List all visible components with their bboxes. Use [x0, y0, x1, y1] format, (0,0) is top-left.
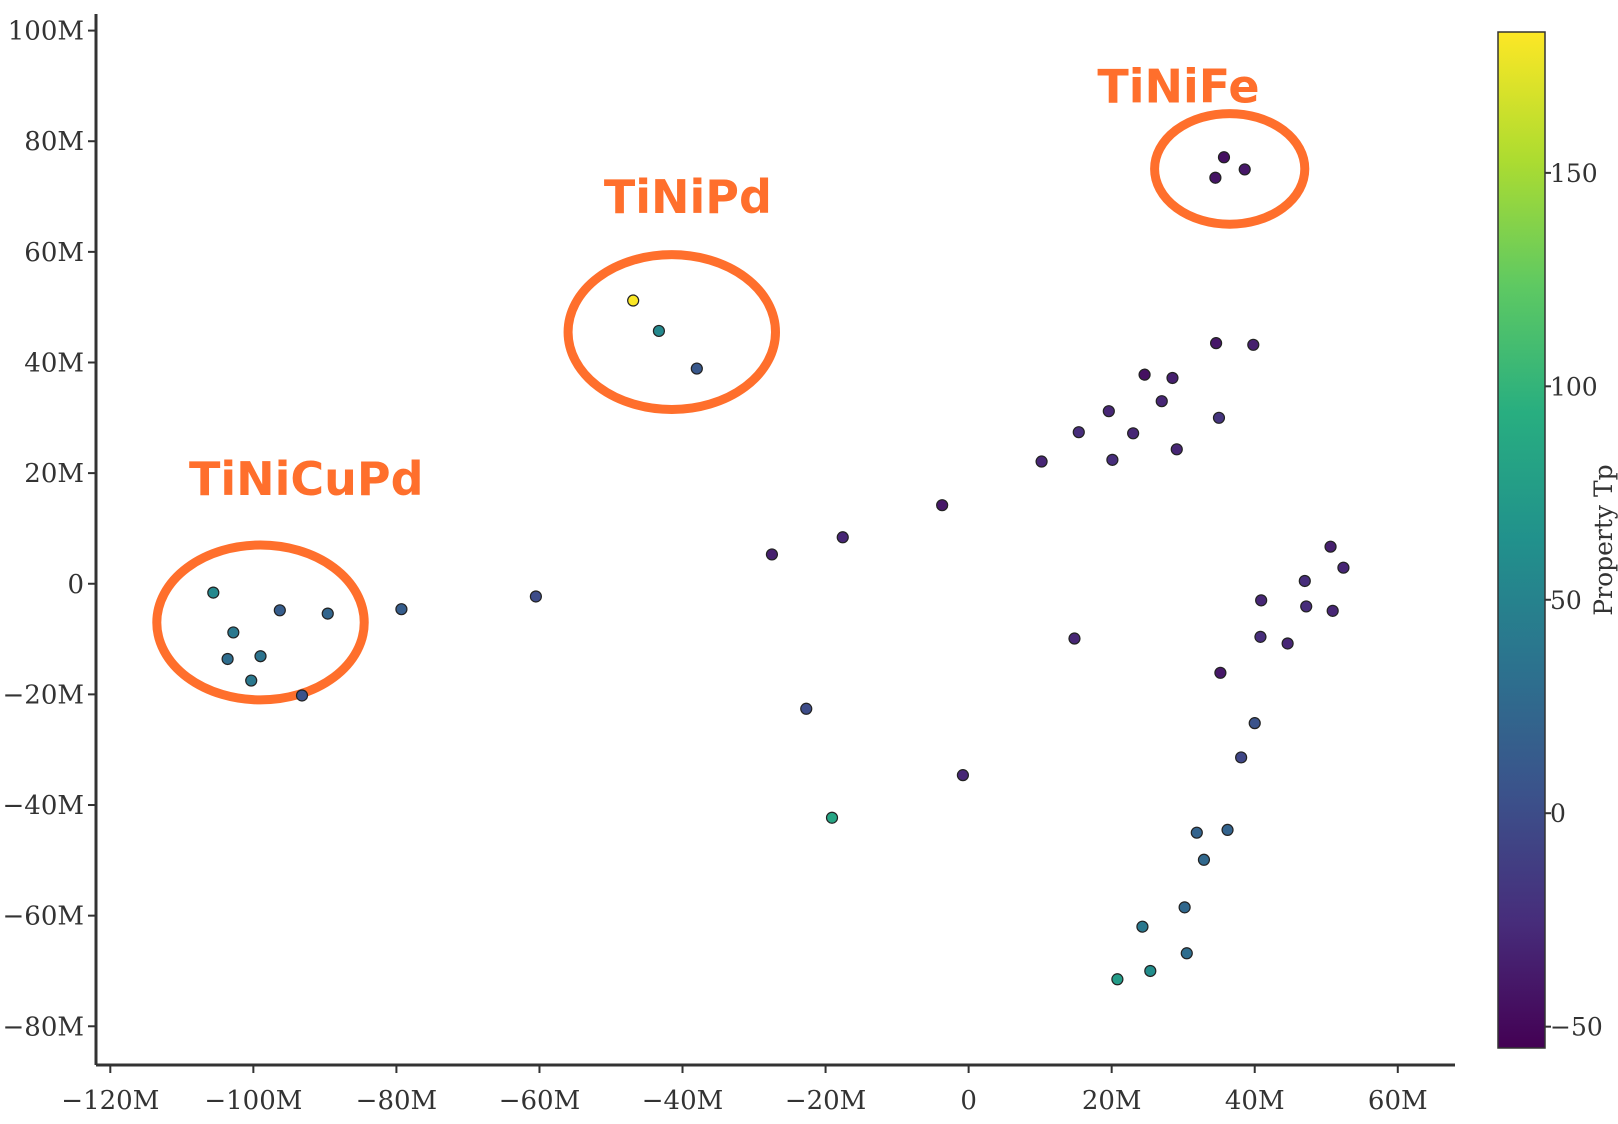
data-point — [221, 652, 234, 666]
x-tick-label: −20M — [785, 1086, 867, 1116]
x-axis-ticks: −120M −100M −80M −60M −40M −20M 0 20M 40M 60M — [61, 1065, 1428, 1116]
y-tick-label: −80M — [3, 1012, 85, 1042]
data-point — [207, 586, 220, 599]
data-point — [1144, 964, 1157, 978]
data-point — [1212, 411, 1226, 424]
data-point — [1155, 395, 1168, 408]
x-tick-label: −120M — [61, 1086, 159, 1116]
data-point — [1235, 751, 1248, 764]
data-point — [1068, 632, 1081, 645]
data-point — [1166, 371, 1179, 385]
cluster-annotations: TiNiFe TiNiPd TiNiCuPd — [152, 60, 1310, 705]
data-point — [800, 702, 813, 715]
y-tick-label: −40M — [3, 791, 85, 821]
y-tick-label: −60M — [3, 902, 85, 932]
data-point — [1248, 717, 1261, 730]
data-point — [395, 603, 408, 616]
data-point — [1197, 853, 1211, 866]
data-point — [1300, 600, 1313, 613]
data-point — [627, 294, 640, 307]
y-axis-ticks: 100M 80M 60M 40M 20M 0 −20M −40M −60M −80M — [3, 17, 96, 1042]
data-point — [1111, 973, 1124, 986]
x-tick-label: 0 — [960, 1086, 977, 1116]
data-point — [1178, 901, 1191, 914]
cluster-label: TiNiFe — [1097, 60, 1259, 114]
colorbar-tick-label: −50 — [1550, 1013, 1603, 1042]
cluster-ellipse — [1150, 109, 1310, 229]
data-point — [1136, 920, 1149, 933]
y-tick-label: −20M — [3, 680, 85, 710]
colorbar-tick-label: 100 — [1550, 372, 1598, 401]
y-tick-label: 0 — [67, 570, 84, 600]
y-tick-label: 20M — [24, 459, 84, 489]
data-point — [1221, 823, 1234, 837]
colorbar-title: Property Tp — [1589, 464, 1618, 615]
data-point — [1214, 666, 1227, 679]
colorbar-gradient — [1497, 31, 1546, 1049]
data-point — [836, 531, 849, 544]
data-point — [1324, 540, 1337, 553]
data-point — [1210, 337, 1223, 350]
data-point — [1238, 163, 1251, 176]
data-point — [1035, 455, 1048, 468]
y-tick-label: 40M — [24, 348, 84, 378]
data-point — [1337, 561, 1350, 574]
cluster-ellipse — [152, 540, 369, 705]
colorbar: 150 100 50 0 −50 Property Tp — [1497, 31, 1618, 1049]
data-point — [1247, 338, 1260, 351]
data-point — [652, 324, 666, 338]
data-point — [273, 604, 286, 617]
colorbar-tick-label: 150 — [1550, 159, 1598, 188]
cluster-label: TiNiPd — [604, 170, 772, 224]
data-point — [1127, 427, 1140, 440]
data-point — [825, 811, 839, 824]
data-point — [690, 362, 703, 375]
data-point — [1326, 604, 1339, 617]
y-tick-label: 80M — [24, 127, 84, 157]
data-point — [254, 650, 267, 663]
data-point — [1106, 453, 1119, 466]
cluster-ellipse — [563, 250, 781, 415]
data-point — [1102, 405, 1115, 418]
data-point — [1180, 947, 1193, 960]
y-tick-label: 100M — [8, 17, 84, 47]
data-point — [1255, 594, 1268, 607]
data-point — [295, 689, 309, 702]
x-tick-label: 60M — [1368, 1086, 1428, 1116]
y-tick-label: 60M — [24, 238, 84, 268]
data-point — [1254, 630, 1267, 643]
data-point — [529, 590, 542, 603]
data-point — [956, 769, 969, 782]
x-tick-label: −60M — [499, 1086, 581, 1116]
data-point — [765, 548, 779, 561]
data-point — [1298, 574, 1311, 588]
x-tick-label: −80M — [356, 1086, 438, 1116]
data-point — [1190, 826, 1203, 839]
data-point — [227, 626, 240, 639]
x-tick-label: −100M — [204, 1086, 302, 1116]
data-point — [245, 674, 258, 687]
x-tick-label: −40M — [642, 1086, 724, 1116]
data-point — [1072, 426, 1085, 439]
data-point — [1281, 637, 1294, 650]
cluster-label: TiNiCuPd — [189, 452, 424, 506]
x-tick-label: 40M — [1225, 1086, 1285, 1116]
colorbar-ticks: 150 100 50 0 −50 — [1545, 159, 1603, 1042]
x-tick-label: 20M — [1082, 1086, 1142, 1116]
data-point — [1138, 368, 1151, 381]
data-point — [321, 607, 334, 620]
colorbar-tick-label: 0 — [1550, 799, 1566, 828]
data-points — [207, 151, 1350, 986]
colorbar-tick-label: 50 — [1550, 586, 1582, 615]
data-point — [1170, 443, 1183, 456]
data-point — [936, 499, 949, 512]
data-point — [1217, 151, 1231, 164]
data-point — [1209, 171, 1222, 184]
